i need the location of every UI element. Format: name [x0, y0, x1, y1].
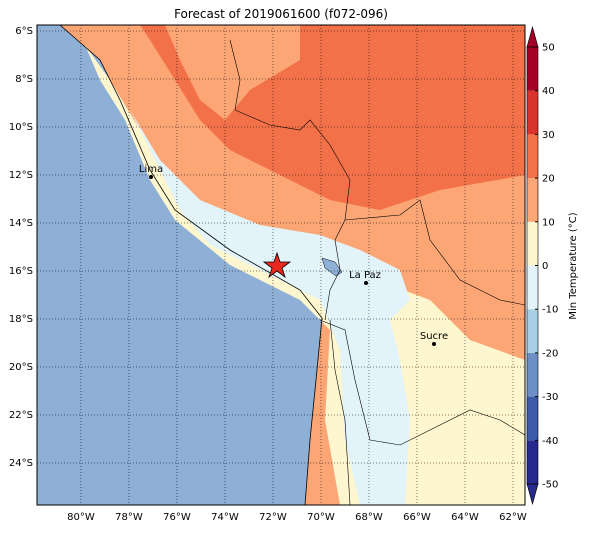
colorbar-segment: [527, 309, 538, 353]
colorbar-tick-label: 30: [542, 130, 555, 141]
colorbar-tick-label: 10: [542, 217, 555, 228]
colorbar-segment: [527, 221, 538, 266]
x-tick-label: 74°W: [211, 512, 239, 523]
colorbar-segment: [527, 178, 538, 222]
x-tick-label: 66°W: [403, 512, 431, 523]
city-label: La Paz: [349, 270, 381, 281]
coastline: [59, 25, 323, 505]
y-tick-label: 10°S: [9, 122, 33, 133]
city-label: Lima: [139, 164, 163, 175]
x-tick-label: 72°W: [259, 512, 287, 523]
map-frame: [36, 24, 526, 506]
colorbar-segment: [527, 440, 538, 484]
colorbar-tick-label: -40: [542, 436, 558, 447]
colorbar-tick-label: 50: [542, 43, 555, 54]
y-tick-label: 22°S: [9, 410, 33, 421]
x-tick-label: 70°W: [307, 512, 335, 523]
colorbar-segment: [527, 47, 538, 91]
colorbar-segment: [527, 396, 538, 441]
x-tick-label: 76°W: [163, 512, 191, 523]
y-tick-label: 8°S: [15, 74, 33, 85]
colorbar-label: Min Temperature (°C): [568, 212, 579, 319]
mild-region: [165, 25, 300, 120]
colorbar-tick-label: 40: [542, 86, 555, 97]
y-tick-label: 24°S: [9, 458, 33, 469]
lake: [321, 257, 343, 277]
y-tick-label: 16°S: [9, 266, 33, 277]
y-tick-label: 20°S: [9, 362, 33, 373]
borders: [229, 39, 525, 505]
map: [37, 25, 525, 505]
city-dot: [364, 281, 368, 285]
x-tick-label: 68°W: [355, 512, 383, 523]
y-tick-label: 18°S: [9, 314, 33, 325]
colorbar-tick-label: -10: [542, 305, 558, 316]
colorbar-tick-label: -30: [542, 392, 558, 403]
colorbar-tick-label: 20: [542, 174, 555, 185]
colorbar-segment: [527, 265, 538, 310]
colorbar-segment: [527, 90, 538, 135]
colorbar-tick-label: -50: [542, 480, 558, 491]
cold-region: [130, 110, 410, 505]
x-tick-label: 64°W: [451, 512, 479, 523]
y-tick-label: 12°S: [9, 170, 33, 181]
colorbar-extend: [526, 483, 539, 506]
city-dot: [432, 342, 436, 346]
map-title: Forecast of 2019061600 (f072-096): [174, 7, 388, 21]
x-tick-label: 62°W: [499, 512, 527, 523]
y-tick-label: 6°S: [15, 26, 33, 37]
colorbar-extend: [526, 25, 539, 48]
colorbar-segment: [527, 134, 538, 179]
colorbar-tick-label: 0: [542, 261, 548, 272]
city-label: Sucre: [420, 331, 448, 342]
y-tick-label: 14°S: [9, 218, 33, 229]
x-tick-label: 78°W: [115, 512, 143, 523]
colorbar-segment: [527, 352, 538, 397]
x-tick-label: 80°W: [67, 512, 95, 523]
star-marker: [262, 251, 292, 279]
colorbar-tick-label: -20: [542, 348, 558, 359]
city-dot: [149, 175, 153, 179]
